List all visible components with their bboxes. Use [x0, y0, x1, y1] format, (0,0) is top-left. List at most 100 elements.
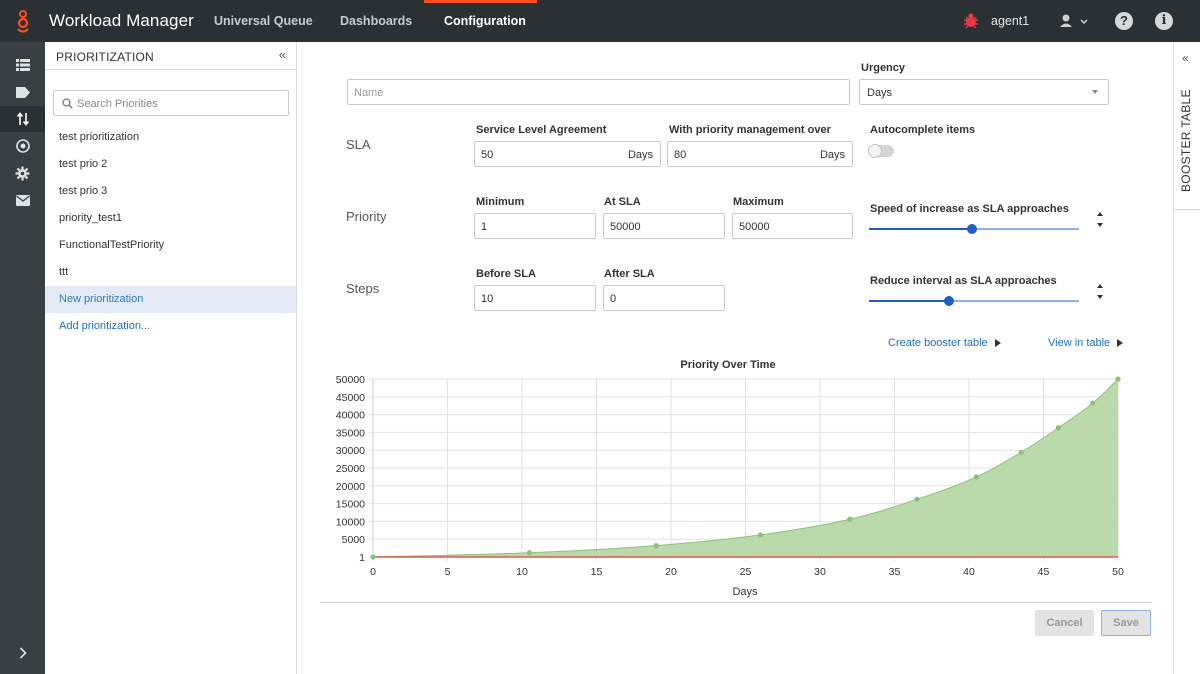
minimum-field[interactable] [474, 213, 596, 239]
sla-row-label: SLA [346, 137, 371, 152]
list-item[interactable]: test prio 2 [59, 158, 108, 170]
reduce-interval-label: Reduce interval as SLA approaches [870, 275, 1057, 287]
expand-panel-icon[interactable]: « [1182, 51, 1189, 65]
chart-title: Priority Over Time [680, 359, 775, 371]
speed-of-increase-label: Speed of increase as SLA approaches [870, 203, 1069, 215]
name-input[interactable] [354, 84, 844, 101]
prioritization-editor: Urgency Days SLA Service Level Agreement… [297, 42, 1173, 674]
name-field[interactable] [347, 79, 850, 105]
user-menu-icon[interactable] [1058, 12, 1092, 30]
y-tick-label: 25000 [336, 463, 365, 475]
search-priorities-input[interactable] [77, 95, 282, 112]
prioritization-list: test prioritization test prio 2 test pri… [45, 124, 296, 340]
tab-universal-queue[interactable]: Universal Queue [214, 14, 313, 28]
reduce-stepper[interactable] [1095, 281, 1105, 303]
decrement-icon[interactable] [1097, 223, 1103, 227]
toggle-knob [868, 144, 882, 158]
decrement-icon[interactable] [1097, 295, 1103, 299]
priority-management-field[interactable]: Days [667, 141, 853, 167]
help-icon[interactable]: ? [1115, 12, 1133, 30]
urgency-select[interactable]: Days [859, 79, 1109, 105]
chart-area-layer [370, 376, 1121, 560]
agent-name[interactable]: agent1 [991, 14, 1030, 28]
priority-management-input[interactable] [674, 146, 814, 163]
x-tick-label: 35 [889, 566, 901, 578]
slider-thumb[interactable] [943, 296, 954, 306]
urgency-value: Days [867, 87, 893, 99]
agent-status-icon[interactable] [962, 12, 980, 30]
info-icon[interactable]: i [1155, 12, 1173, 30]
maximum-field[interactable] [732, 213, 853, 239]
before-sla-input[interactable] [481, 290, 589, 307]
slider-thumb[interactable] [966, 224, 977, 234]
tab-dashboards[interactable]: Dashboards [340, 14, 413, 28]
view-in-table-link[interactable]: View in table [1048, 337, 1124, 349]
slider-fill [869, 300, 949, 302]
steps-row-label: Steps [346, 281, 380, 296]
list-item[interactable]: test prioritization [59, 131, 140, 143]
service-level-agreement-field[interactable]: Days [474, 141, 661, 167]
data-point [1018, 449, 1024, 455]
create-booster-table-label: Create booster table [888, 337, 988, 349]
save-button[interactable]: Save [1101, 610, 1151, 636]
booster-table-label: BOOSTER TABLE [1179, 89, 1193, 192]
list-item[interactable]: FunctionalTestPriority [59, 239, 165, 251]
add-prioritization-link[interactable]: Add prioritization... [59, 320, 151, 332]
prioritization-panel: PRIORITIZATION « test prioritization tes… [45, 42, 297, 674]
maximum-input[interactable] [739, 218, 845, 235]
y-tick-label: 15000 [336, 499, 365, 511]
search-priorities-box[interactable] [53, 90, 289, 116]
view-in-table-label: View in table [1048, 337, 1111, 349]
list-item[interactable]: ttt [59, 266, 69, 278]
after-sla-label: After SLA [604, 268, 655, 280]
days-unit-label: Days [627, 149, 653, 161]
play-icon [1117, 339, 1124, 347]
play-icon [994, 339, 1001, 347]
increment-icon[interactable] [1097, 284, 1103, 288]
speed-stepper[interactable] [1095, 209, 1105, 231]
cancel-button[interactable]: Cancel [1035, 610, 1094, 636]
list-item[interactable]: priority_test1 [59, 212, 122, 224]
x-tick-label: 25 [740, 566, 752, 578]
transfer-icon[interactable] [0, 106, 45, 132]
autocomplete-toggle[interactable] [868, 144, 894, 158]
at-sla-label: At SLA [604, 196, 641, 208]
minimum-input[interactable] [481, 218, 589, 235]
at-sla-input[interactable] [610, 218, 718, 235]
tag-icon[interactable] [0, 79, 45, 105]
increment-icon[interactable] [1097, 212, 1103, 216]
after-sla-field[interactable] [603, 285, 725, 311]
y-tick-label: 50000 [336, 374, 365, 386]
before-sla-field[interactable] [474, 285, 596, 311]
service-level-agreement-input[interactable] [481, 146, 621, 163]
list-item[interactable]: test prio 3 [59, 185, 108, 197]
at-sla-field[interactable] [603, 213, 725, 239]
y-tick-label: 5000 [342, 534, 366, 546]
y-tick-label: 20000 [336, 481, 365, 493]
y-tick-label: 45000 [336, 392, 365, 404]
collapse-panel-icon[interactable]: « [278, 47, 286, 62]
data-point [526, 550, 533, 556]
chevron-right-icon[interactable] [0, 640, 45, 666]
list-item-selected[interactable]: New prioritization [45, 286, 296, 313]
minimum-label: Minimum [476, 196, 525, 208]
left-icon-rail [0, 42, 45, 674]
list-icon[interactable] [0, 52, 45, 78]
data-point [914, 496, 920, 502]
booster-table-tab[interactable]: « BOOSTER TABLE [1174, 42, 1200, 210]
create-booster-table-link[interactable]: Create booster table [888, 337, 1001, 349]
days-unit-label: Days [819, 149, 845, 161]
x-tick-label: 10 [516, 566, 528, 578]
gear-icon[interactable] [0, 160, 45, 186]
data-point [973, 474, 980, 480]
reduce-interval-slider[interactable] [869, 294, 1079, 308]
x-axis-ticks: 0 5 10 15 20 25 30 35 40 45 50 [370, 566, 1124, 578]
tab-configuration[interactable]: Configuration [424, 0, 537, 42]
y-tick-label: 30000 [336, 445, 365, 457]
mail-icon[interactable] [0, 187, 45, 213]
priority-over-time-chart: Priority Over Time 0 5 10 15 20 25 30 35 40 45 50 … [336, 359, 1124, 598]
target-icon[interactable] [0, 133, 45, 159]
after-sla-input[interactable] [610, 290, 718, 307]
y-tick-label: 10000 [336, 516, 365, 528]
speed-of-increase-slider[interactable] [869, 222, 1079, 236]
